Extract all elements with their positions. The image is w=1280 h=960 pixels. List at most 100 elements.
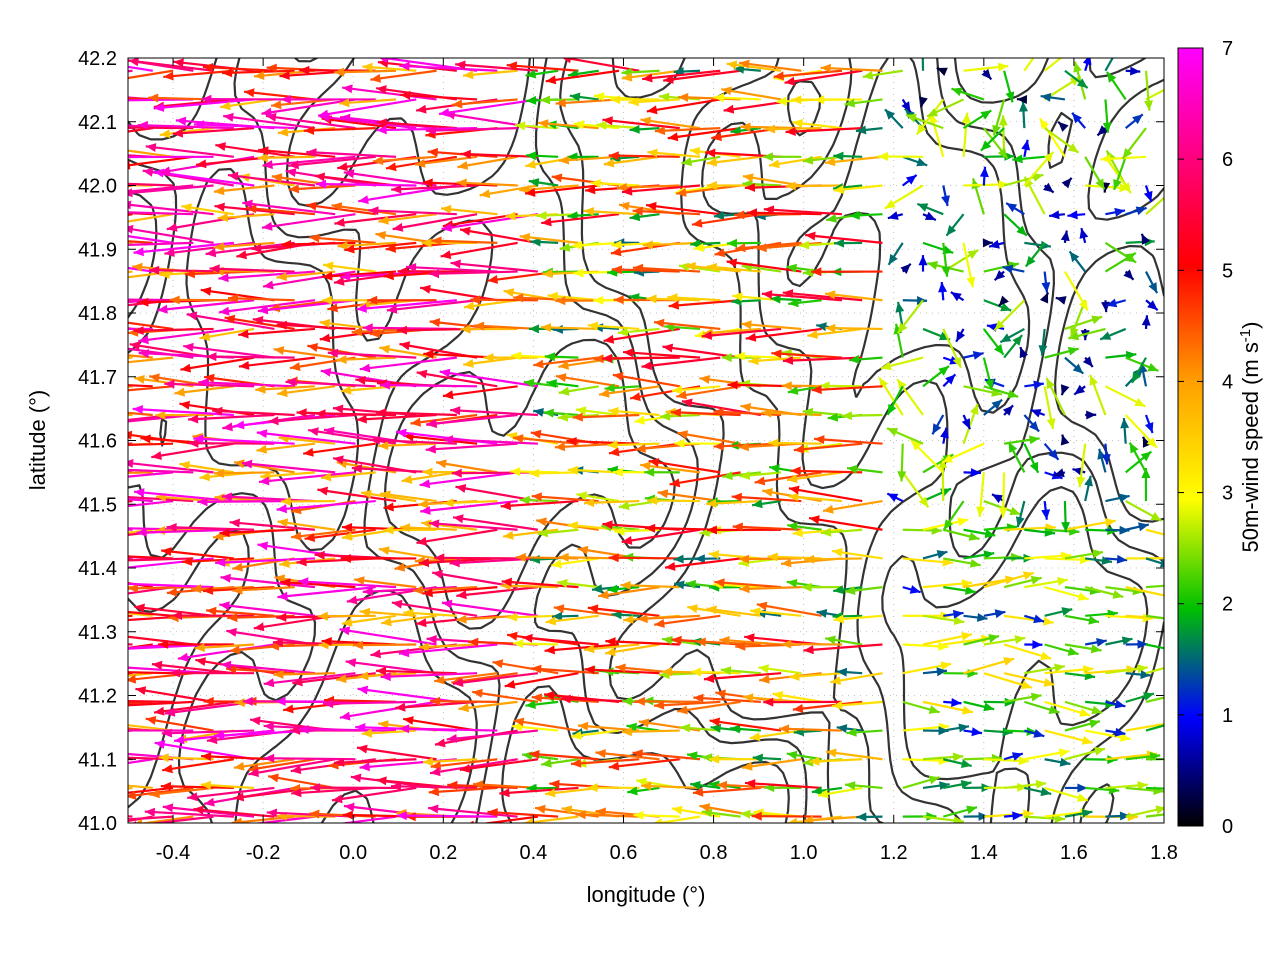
wind-vector [470, 295, 538, 305]
wind-vector [983, 697, 1015, 707]
wind-vector [607, 440, 660, 450]
wind-vector [197, 497, 295, 507]
wind-vector [473, 321, 538, 331]
wind-vector [576, 491, 620, 503]
wind-vector [1125, 522, 1150, 532]
wind-vector [1105, 554, 1128, 564]
wind-vector [463, 356, 518, 368]
wind-vector [220, 573, 316, 589]
wind-vector [719, 636, 782, 646]
wind-vector [1024, 640, 1043, 650]
colorbar: 0 1 2 3 4 5 6 7 50m-wind speed (m s-1) [1177, 38, 1263, 838]
wind-vector [258, 146, 336, 158]
y-axis-title: latitude (°) [25, 390, 50, 491]
wind-vector [983, 672, 1033, 690]
wind-vector [202, 63, 275, 72]
wind-vector [280, 95, 376, 104]
wind-vector [608, 553, 680, 563]
wind-vector [706, 262, 761, 273]
wind-vector [787, 385, 822, 395]
wind-vector [183, 342, 275, 359]
wind-vector [362, 62, 417, 72]
wind-vector [901, 98, 912, 113]
wind-vector [425, 442, 518, 454]
wind-vector [808, 515, 883, 531]
wind-vector [1064, 518, 1116, 531]
wind-vector [992, 99, 1006, 136]
wind-vector [128, 815, 174, 821]
wind-vector [761, 290, 843, 302]
wind-vector [354, 576, 417, 589]
y-tick-label: 41.8 [78, 303, 117, 325]
wind-vector [621, 528, 701, 545]
wind-vector [677, 700, 741, 715]
wind-vector [395, 700, 478, 712]
wind-vector [414, 155, 478, 168]
wind-vector [1021, 139, 1031, 158]
wind-vector [132, 405, 234, 417]
grid-lines [128, 57, 1165, 824]
wind-vector [1064, 315, 1103, 330]
wind-vector [583, 643, 640, 654]
wind-vector [303, 125, 376, 135]
wind-vector [943, 609, 964, 619]
wind-vector [597, 586, 660, 600]
wind-vector [963, 753, 1003, 763]
wind-vector [919, 96, 928, 108]
wind-vector [570, 758, 640, 768]
wind-vector [801, 582, 842, 592]
wind-vector [814, 435, 883, 445]
wind-vector [721, 86, 782, 101]
wind-vector [763, 697, 842, 707]
colorbar-tick-label: 3 [1222, 483, 1233, 505]
wind-vector [128, 586, 174, 595]
wind-vector [128, 224, 214, 244]
wind-vector [648, 458, 721, 474]
wind-vector [942, 328, 962, 369]
wind-vector [1012, 154, 1045, 164]
wind-vector [304, 528, 376, 542]
wind-vector [825, 748, 883, 761]
wind-vector [1073, 61, 1087, 100]
wind-vector [627, 786, 660, 796]
wind-vector [362, 586, 457, 596]
wind-vector [1003, 752, 1024, 761]
wind-vector [752, 753, 782, 763]
wind-vector [905, 113, 944, 130]
wind-vector [322, 270, 397, 281]
wind-vector [425, 126, 518, 135]
y-tick-label: 42.0 [78, 176, 117, 198]
wind-vector [323, 699, 417, 709]
wind-vector [1002, 404, 1014, 416]
wind-vector [741, 320, 802, 331]
wind-vector [1060, 230, 1070, 244]
wind-vector [587, 604, 660, 617]
wind-vector [617, 327, 660, 337]
wind-vector [233, 786, 316, 802]
wind-vector [644, 467, 680, 477]
wind-vector [551, 611, 579, 621]
wind-vector [161, 758, 235, 774]
wind-vector [1125, 805, 1164, 818]
wind-vector [1105, 350, 1137, 360]
wind-vector [963, 351, 984, 360]
wind-vector [1043, 127, 1080, 154]
wind-vector [1106, 298, 1127, 308]
wind-vector [391, 599, 478, 617]
wind-vector [831, 548, 883, 560]
wind-vector [664, 557, 741, 571]
wind-vector [268, 413, 356, 426]
wind-vector [738, 59, 802, 72]
wind-vector [339, 98, 397, 108]
wind-vector [601, 353, 680, 363]
wind-vector [1043, 58, 1063, 72]
y-tick-label: 41.2 [78, 686, 117, 708]
wind-vector [128, 499, 174, 508]
x-tick-label: 0.0 [339, 842, 367, 864]
wind-vector [790, 466, 863, 476]
wind-vector [616, 183, 680, 192]
wind-vector [219, 601, 316, 617]
wind-vector [693, 693, 761, 703]
wind-vector [1145, 88, 1164, 101]
